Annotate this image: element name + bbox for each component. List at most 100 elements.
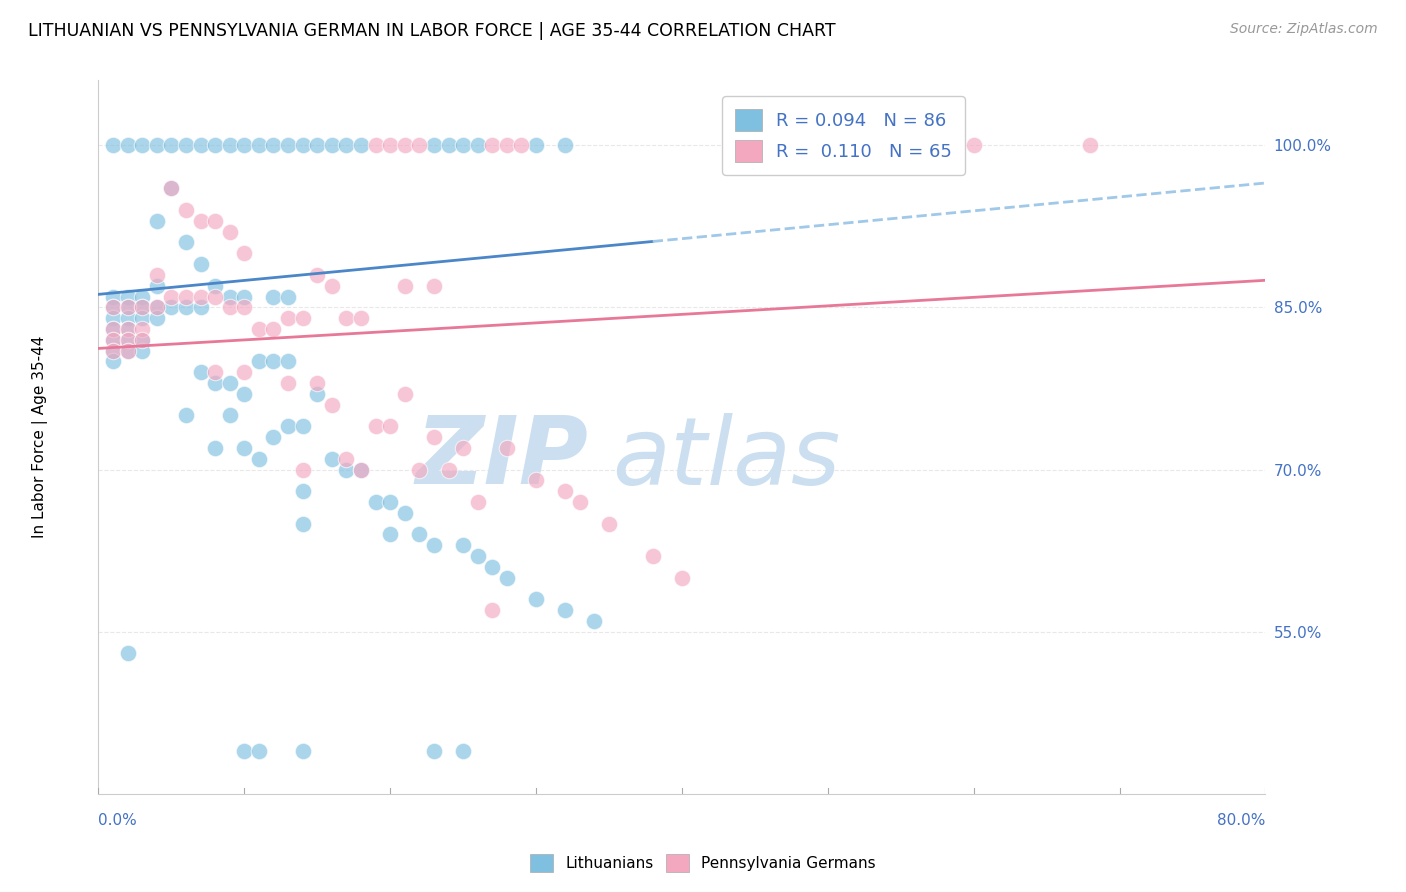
Point <box>204 441 226 455</box>
Point <box>321 278 343 293</box>
Point <box>190 301 212 315</box>
Point <box>394 506 416 520</box>
Point <box>378 138 402 153</box>
Point <box>131 311 153 326</box>
Point <box>247 451 270 466</box>
Point <box>218 376 240 390</box>
Point <box>101 333 124 347</box>
Point <box>262 289 284 303</box>
Point <box>554 603 576 617</box>
Point <box>160 289 183 303</box>
Point <box>233 387 256 401</box>
Point <box>101 333 124 347</box>
Point <box>101 343 124 358</box>
Point <box>335 311 357 326</box>
Point <box>277 311 299 326</box>
Point <box>117 333 139 347</box>
Point <box>218 301 240 315</box>
Point <box>101 322 124 336</box>
Point <box>423 538 446 552</box>
Point <box>117 301 139 315</box>
Point <box>307 268 329 282</box>
Point <box>174 409 197 423</box>
Point <box>451 744 474 758</box>
Point <box>321 138 343 153</box>
Point <box>350 311 373 326</box>
Point <box>481 138 503 153</box>
Point <box>160 301 183 315</box>
Point <box>101 301 124 315</box>
Point <box>481 559 503 574</box>
Point <box>598 516 620 531</box>
Point <box>364 419 387 434</box>
Point <box>174 138 197 153</box>
Point <box>117 646 139 660</box>
Point <box>101 354 124 368</box>
Text: Source: ZipAtlas.com: Source: ZipAtlas.com <box>1230 22 1378 37</box>
Point <box>174 202 197 217</box>
Point <box>131 301 153 315</box>
Point <box>204 376 226 390</box>
Point <box>190 289 212 303</box>
Point <box>423 138 446 153</box>
Point <box>554 138 576 153</box>
Point <box>160 181 183 195</box>
Point <box>524 138 547 153</box>
Point <box>233 289 256 303</box>
Point <box>131 301 153 315</box>
Point <box>568 495 591 509</box>
Point <box>277 138 299 153</box>
Point <box>962 138 984 153</box>
Point <box>583 614 606 628</box>
Point <box>277 354 299 368</box>
Point <box>335 451 357 466</box>
Legend: R = 0.094   N = 86, R =  0.110   N = 65: R = 0.094 N = 86, R = 0.110 N = 65 <box>721 96 965 175</box>
Point <box>146 278 169 293</box>
Legend: Lithuanians, Pennsylvania Germans: Lithuanians, Pennsylvania Germans <box>523 846 883 880</box>
Point <box>423 744 446 758</box>
Point <box>131 289 153 303</box>
Point <box>160 138 183 153</box>
Point <box>247 354 270 368</box>
Point <box>307 376 329 390</box>
Point <box>350 462 373 476</box>
Point <box>350 138 373 153</box>
Point <box>277 376 299 390</box>
Point <box>437 462 460 476</box>
Text: atlas: atlas <box>612 413 841 504</box>
Point <box>204 278 226 293</box>
Point <box>146 301 169 315</box>
Point <box>437 138 460 153</box>
Point <box>451 138 474 153</box>
Point <box>117 322 139 336</box>
Point <box>554 484 576 499</box>
Point <box>524 592 547 607</box>
Point <box>262 430 284 444</box>
Point <box>131 138 153 153</box>
Point <box>218 289 240 303</box>
Point <box>101 289 124 303</box>
Point <box>190 214 212 228</box>
Point <box>321 451 343 466</box>
Point <box>378 527 402 541</box>
Point <box>131 322 153 336</box>
Point <box>467 495 489 509</box>
Point <box>204 214 226 228</box>
Point <box>291 744 314 758</box>
Point <box>335 462 357 476</box>
Point <box>495 571 517 585</box>
Point <box>233 441 256 455</box>
Point <box>190 138 212 153</box>
Point <box>291 138 314 153</box>
Point <box>335 138 357 153</box>
Point <box>277 419 299 434</box>
Point <box>364 495 387 509</box>
Point <box>117 333 139 347</box>
Point <box>291 462 314 476</box>
Point <box>101 138 124 153</box>
Point <box>204 138 226 153</box>
Point <box>467 138 489 153</box>
Point <box>394 278 416 293</box>
Point <box>378 495 402 509</box>
Point <box>117 301 139 315</box>
